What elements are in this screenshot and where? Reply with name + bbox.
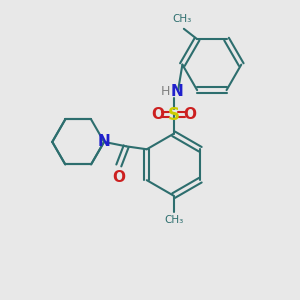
Text: O: O bbox=[151, 107, 164, 122]
Text: H: H bbox=[160, 85, 170, 98]
Text: S: S bbox=[168, 106, 180, 124]
Text: CH₃: CH₃ bbox=[164, 215, 183, 225]
Text: O: O bbox=[183, 107, 196, 122]
Text: CH₃: CH₃ bbox=[173, 14, 192, 23]
Text: N: N bbox=[170, 84, 183, 99]
Text: N: N bbox=[98, 134, 110, 148]
Text: O: O bbox=[112, 170, 125, 185]
